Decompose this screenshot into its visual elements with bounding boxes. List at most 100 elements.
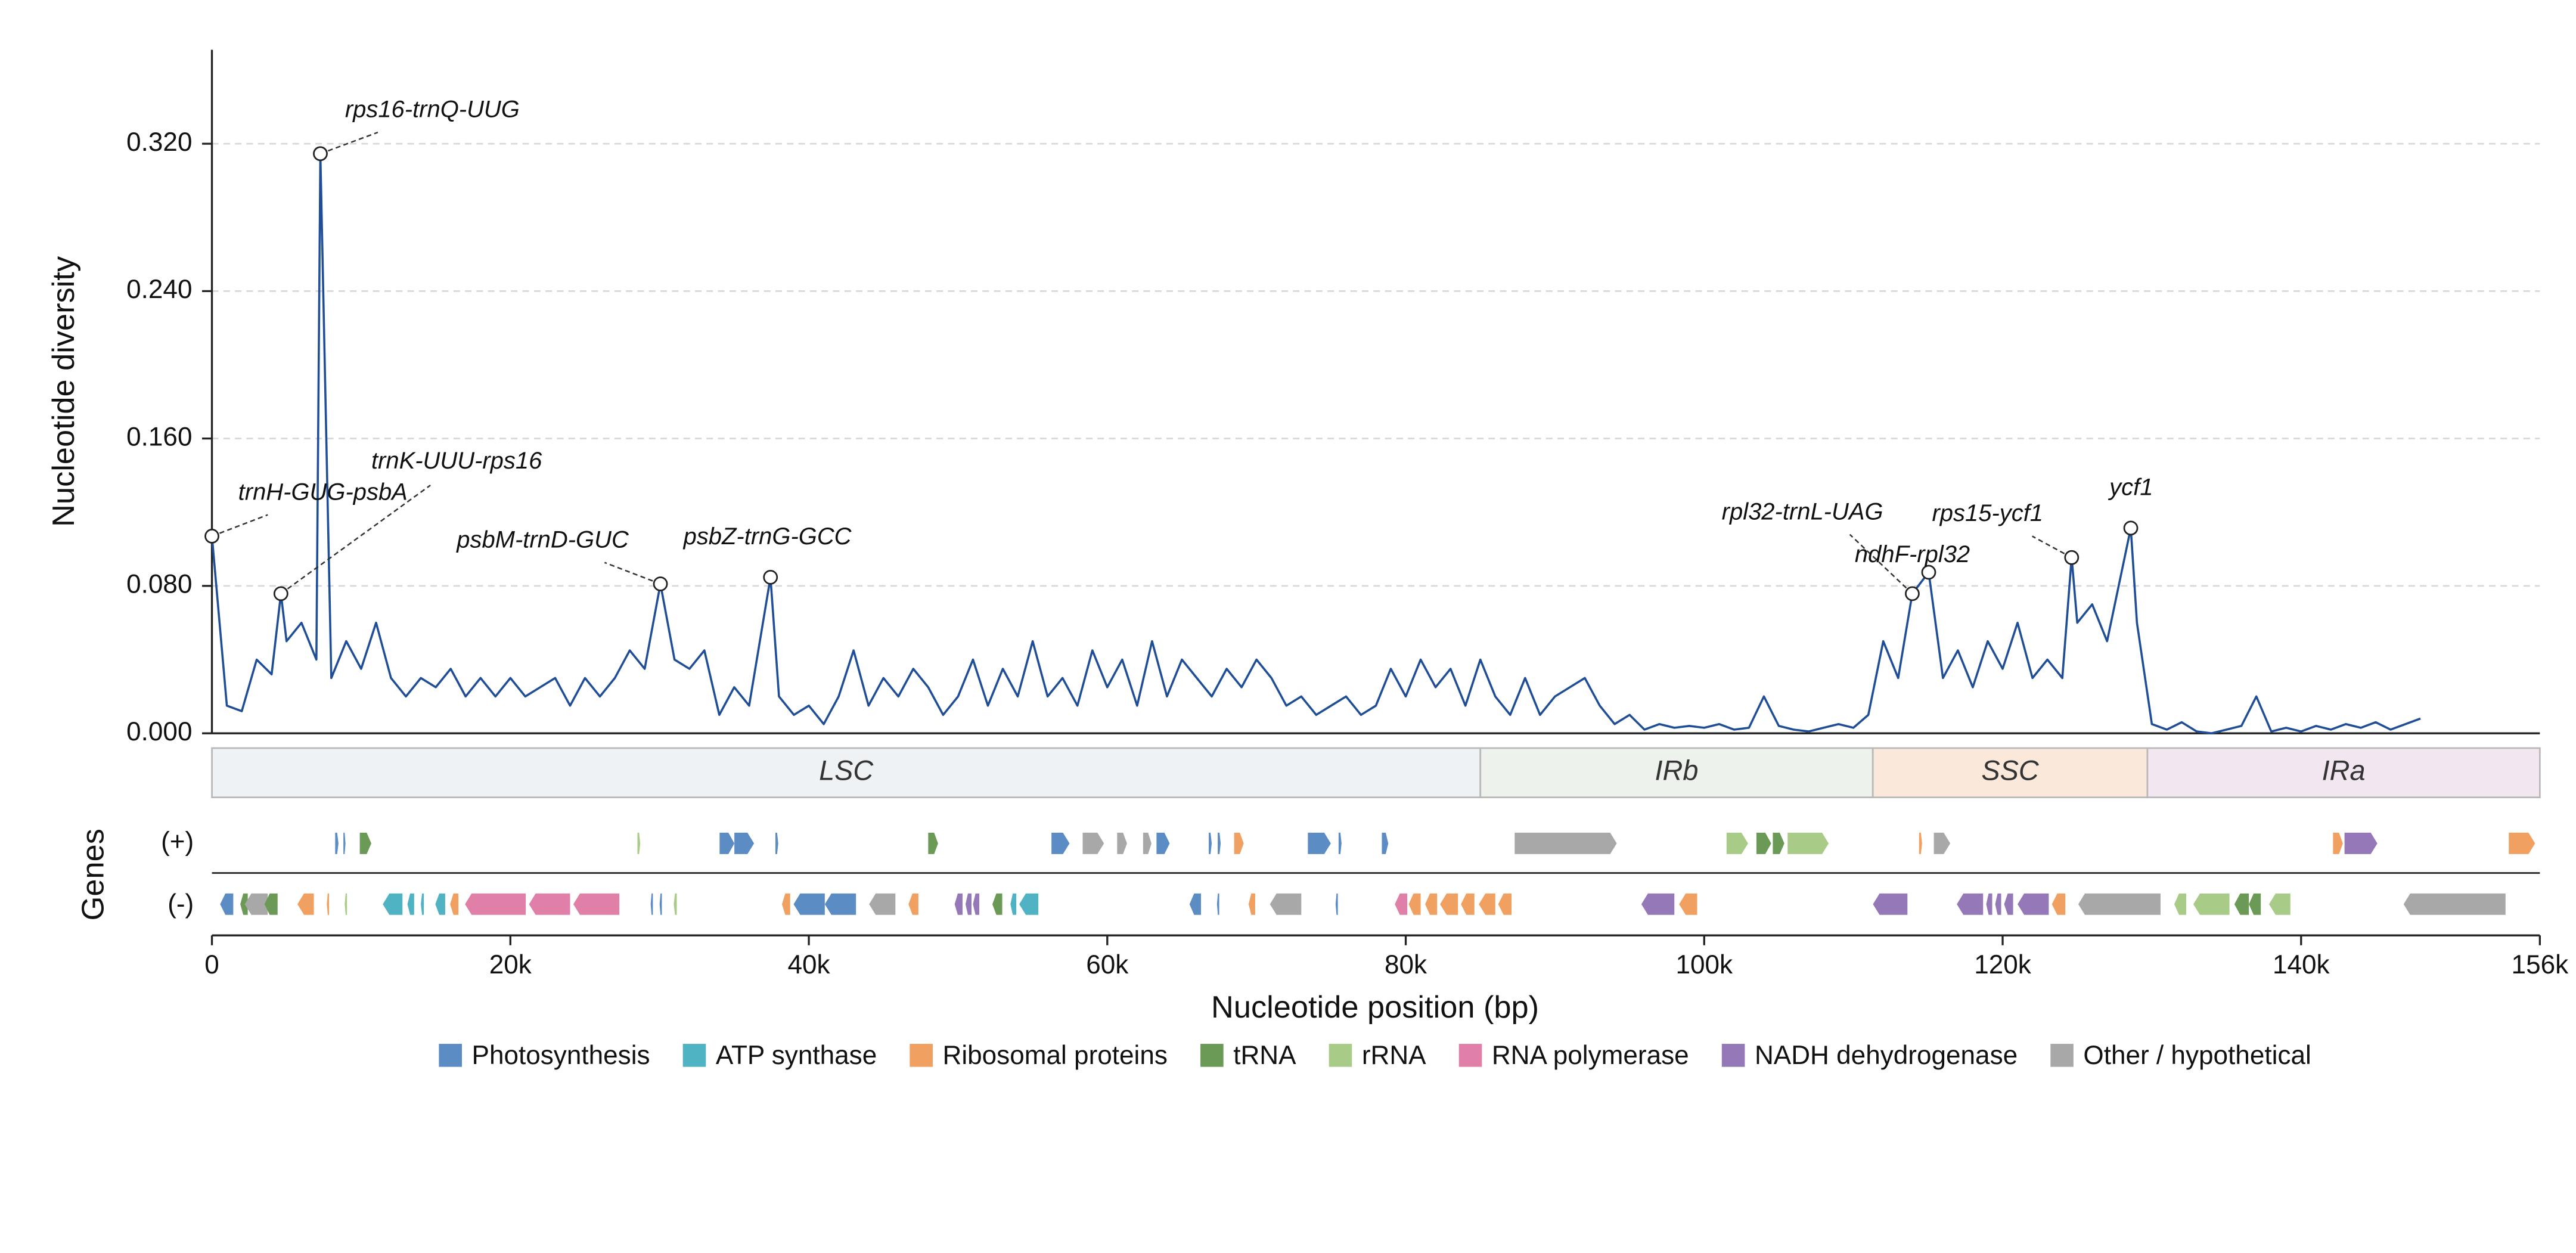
gene [383,893,403,915]
region-label: IRb [1655,755,1699,786]
gene [1382,832,1389,854]
gene [1308,832,1331,854]
gene [343,832,346,854]
region [1479,747,1874,799]
x-tick-label: 100k [1675,950,1733,979]
gene [435,893,445,915]
gene [2052,893,2066,915]
annotation-marker [313,146,328,162]
gene [1726,832,1748,854]
x-tick-label: 20k [489,950,532,979]
gene [1395,893,1408,915]
x-tick-label: 140k [2273,950,2330,979]
gene [2004,893,2013,915]
strand-label: (+) [161,827,194,856]
annotation-marker [653,576,668,591]
diversity-line [210,153,2421,734]
x-tick-label: 60k [1086,950,1129,979]
gene [650,893,653,915]
annotation-leader [2032,535,2072,559]
gene [1218,832,1221,854]
gene [637,832,641,854]
annotation-leader [1849,534,1913,594]
annotation-marker [1905,586,1920,601]
y-tick-label: 0.160 [126,422,192,451]
gene [2193,893,2230,915]
region [2146,747,2541,799]
legend-label: Photosynthesis [472,1041,650,1070]
gene [908,893,918,915]
y-tick-label: 0.080 [126,570,192,599]
gene [1216,893,1219,915]
gene [1461,893,1475,915]
x-tick-label: 156k [2512,950,2569,979]
gene [2268,893,2291,915]
legend-swatch [682,1044,706,1067]
gene [659,893,662,915]
legend-label: tRNA [1233,1041,1296,1070]
annotation-label: rps15-ycf1 [1932,500,2044,526]
region-label: IRa [2322,755,2366,786]
gene [928,832,938,854]
gene [573,893,620,915]
gene [344,893,347,915]
gene [2018,893,2049,915]
gene [335,832,339,854]
gene [421,893,424,915]
annotation-marker [204,529,219,544]
gene [1189,893,1202,915]
y-axis-title: Nucleotide diversity [46,256,81,527]
gene [529,893,570,915]
annotation-marker [763,569,778,585]
legend-label: Other / hypothetical [2083,1041,2311,1070]
region-label: SSC [1981,755,2039,786]
gene [674,893,677,915]
gene [2249,893,2261,915]
gene [264,893,278,915]
gene [2344,832,2378,854]
gene [1338,832,1342,854]
gene [2174,893,2186,915]
x-axis-title: Nucleotide position (bp) [1211,990,1539,1025]
gene [1408,893,1421,915]
gene [1787,832,1829,854]
gene [734,832,755,854]
gene [1957,893,1984,915]
gene [954,893,963,915]
legend-swatch [1721,1044,1745,1067]
gene [1051,832,1070,854]
annotation-label: ndhF-rpl32 [1855,541,1970,567]
gene [1919,832,1922,854]
gene [824,893,856,915]
gene [719,832,735,854]
gene [1933,832,1951,854]
region [211,747,1482,799]
gene [2078,893,2161,915]
y-tick-label: 0.320 [126,128,192,157]
gene [465,893,526,915]
legend-swatch [2050,1044,2074,1067]
legend-label: rRNA [1362,1041,1426,1070]
annotation-label: psbZ-trnG-GCC [683,523,852,550]
gene [359,832,371,854]
annotation-label: psbM-trnD-GUC [456,526,629,553]
annotation-label: ycf1 [2108,474,2153,500]
legend-swatch [439,1044,462,1067]
gene [1117,832,1127,854]
gene [297,893,314,915]
region-label: LSC [819,755,874,786]
annotation-label: rpl32-trnL-UAG [1722,498,1883,525]
gene [1019,893,1039,915]
legend-swatch [1329,1044,1352,1067]
gene [450,893,459,915]
annotation-leader [280,484,431,594]
gene [1995,893,2001,915]
gene [1248,893,1255,915]
y-tick-label: 0.240 [126,275,192,304]
gene [407,893,414,915]
gene [2509,832,2535,854]
gene [220,893,234,915]
x-tick-label: 120k [1974,950,2032,979]
gene [1440,893,1458,915]
